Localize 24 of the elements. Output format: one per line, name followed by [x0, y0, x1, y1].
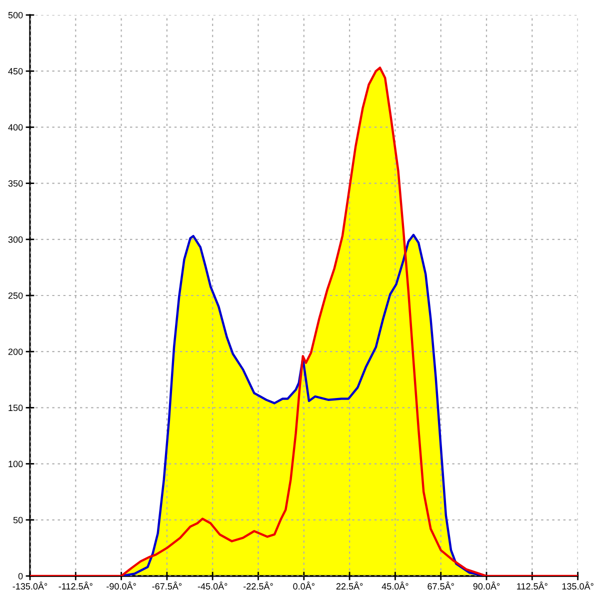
y-tick-label: 300: [8, 236, 23, 243]
y-tick-label: 50: [13, 516, 23, 524]
y-tick-label: 450: [8, 68, 23, 74]
x-tick-label: 0.0Â°: [293, 582, 314, 590]
x-tick-label: 135.0Â°: [562, 582, 594, 590]
x-tick-label: 112.5Â°: [517, 582, 548, 590]
y-tick-label: 150: [8, 404, 23, 412]
y-tick-label: 200: [8, 348, 23, 355]
x-tick-label: -135.0Â°: [12, 582, 48, 590]
x-tick-label: 90.0Â°: [473, 582, 500, 590]
x-tick-label: 45.0Â°: [382, 582, 408, 590]
x-tick-label: -45.0Â°: [198, 582, 228, 590]
y-tick-label: 100: [8, 460, 23, 468]
y-tick-label: 400: [8, 124, 23, 131]
y-tick-label: 250: [8, 292, 23, 299]
x-tick-label: 67.5Â°: [428, 582, 454, 590]
x-tick-label: -90.0Â°: [106, 582, 136, 590]
x-tick-label: -112.5Â°: [58, 582, 92, 590]
x-tick-label: -22.5Â°: [244, 582, 273, 590]
x-tick-label: -67.5Â°: [152, 582, 182, 590]
y-tick-label: 500: [8, 12, 23, 18]
y-tick-label: 350: [8, 180, 23, 187]
y-tick-label: 0: [18, 572, 23, 580]
x-tick-label: 22.5Â°: [336, 582, 363, 590]
